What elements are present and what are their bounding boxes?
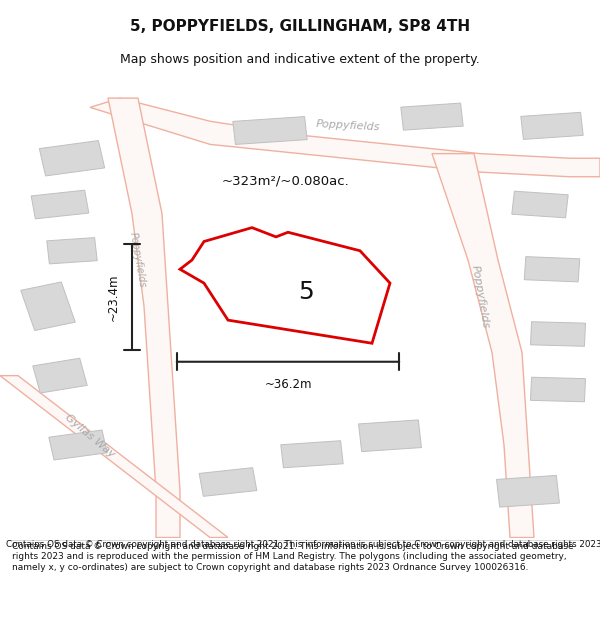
Text: 5, POPPYFIELDS, GILLINGHAM, SP8 4TH: 5, POPPYFIELDS, GILLINGHAM, SP8 4TH [130,19,470,34]
Polygon shape [359,420,421,452]
Polygon shape [49,430,107,460]
Polygon shape [512,191,568,218]
Text: Contains OS data © Crown copyright and database right 2021. This information is : Contains OS data © Crown copyright and d… [12,542,574,572]
Polygon shape [31,190,89,219]
Polygon shape [40,141,104,176]
Text: ~323m²/~0.080ac.: ~323m²/~0.080ac. [222,175,350,188]
Polygon shape [47,238,97,264]
Text: Gyllas Way: Gyllas Way [63,412,117,459]
Text: Poppyfields: Poppyfields [128,231,148,289]
Text: ~36.2m: ~36.2m [264,378,312,391]
Polygon shape [180,228,390,343]
Polygon shape [530,322,586,346]
Text: Poppyfields: Poppyfields [469,264,491,329]
Text: Poppyfields: Poppyfields [316,119,380,132]
Polygon shape [281,441,343,468]
Polygon shape [497,476,559,507]
Polygon shape [524,257,580,282]
Polygon shape [401,103,463,130]
Text: Contains OS data © Crown copyright and database right 2021. This information is : Contains OS data © Crown copyright and d… [6,540,600,549]
Polygon shape [21,282,75,331]
Polygon shape [90,98,600,177]
Polygon shape [432,154,534,538]
Polygon shape [0,376,228,538]
Polygon shape [199,468,257,496]
Polygon shape [33,358,87,393]
Polygon shape [530,378,586,402]
Text: 5: 5 [298,281,314,304]
Text: ~23.4m: ~23.4m [107,273,120,321]
Polygon shape [233,117,307,144]
Polygon shape [108,98,180,538]
Polygon shape [521,112,583,139]
Text: Map shows position and indicative extent of the property.: Map shows position and indicative extent… [120,52,480,66]
